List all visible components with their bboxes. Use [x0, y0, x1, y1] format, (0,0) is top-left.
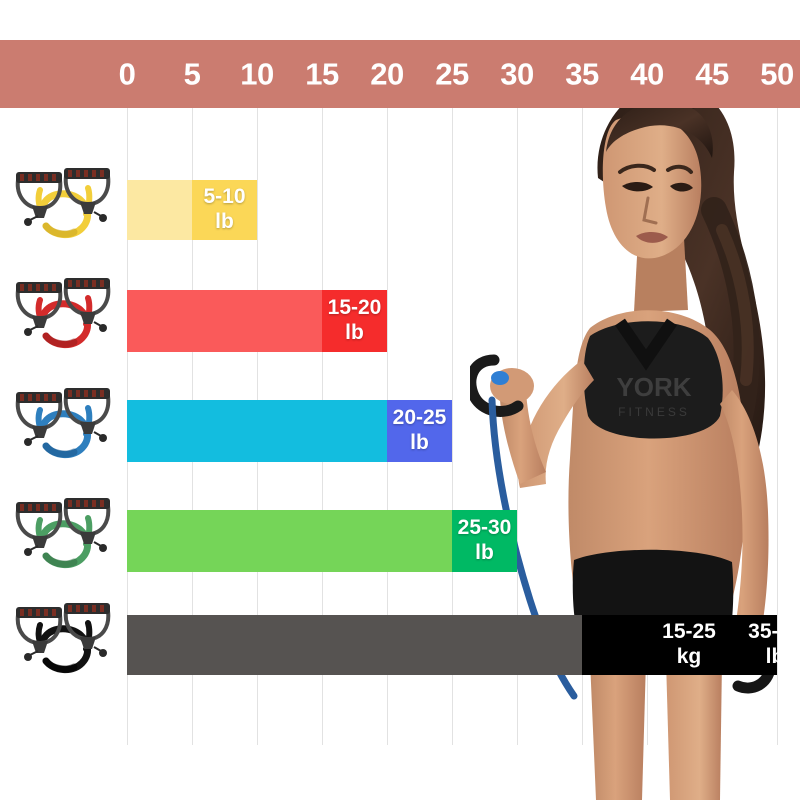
bar-blue[interactable]: 20-25 lb — [127, 400, 452, 462]
bar-label-black-lb: 35-50 lb — [732, 620, 800, 670]
resistance-band-red-icon — [8, 276, 120, 354]
resistance-band-blue-icon — [8, 386, 120, 464]
axis-tick-5: 5 — [183, 56, 201, 92]
bar-segment-base-red — [127, 290, 322, 352]
bar-segment-base-blue — [127, 400, 387, 462]
axis-tick-20: 20 — [370, 56, 404, 92]
bar-label-unit: kg — [676, 645, 702, 668]
bar-label-black-kg: 15-25 kg — [646, 620, 732, 670]
bar-label-value: 25-30 — [457, 516, 512, 540]
bar-label-unit: lb — [410, 431, 429, 454]
bar-label-value: 35-50 — [748, 620, 800, 644]
axis-tick-50: 50 — [760, 56, 794, 92]
axis-tick-0: 0 — [118, 56, 136, 92]
resistance-band-black-icon — [8, 601, 120, 679]
axis-tick-35: 35 — [565, 56, 599, 92]
bar-label-value: 5-10 — [203, 185, 246, 209]
bar-yellow[interactable]: 5-10 lb — [127, 180, 257, 240]
bar-segment-accent-yellow: 5-10 lb — [192, 180, 257, 240]
bar-green[interactable]: 25-30 lb — [127, 510, 517, 572]
gridline-25 — [452, 108, 453, 745]
scale-header-bar: 0 5 10 15 20 25 30 35 40 45 50 — [0, 40, 800, 108]
bar-label-unit: lb — [475, 541, 494, 564]
resistance-band-yellow-icon — [8, 166, 120, 244]
gridline-50 — [777, 108, 778, 745]
bar-segment-base-yellow — [127, 180, 192, 240]
bar-label-value: 20-25 — [392, 406, 447, 430]
axis-tick-45: 45 — [695, 56, 729, 92]
bar-label-value: 15-20 — [327, 296, 382, 320]
bar-segment-accent-green: 25-30 lb — [452, 510, 517, 572]
bar-label-value: 15-25 — [662, 620, 716, 644]
bar-segment-base-green — [127, 510, 452, 572]
axis-tick-40: 40 — [630, 56, 664, 92]
bar-black[interactable]: 15-25 kg 35-50 lb — [127, 615, 800, 675]
model-photo: YORK FITNESS — [470, 60, 800, 800]
bar-segment-accent-red: 15-20 lb — [322, 290, 387, 352]
bar-label-unit: lb — [215, 210, 234, 233]
axis-tick-15: 15 — [305, 56, 339, 92]
axis-tick-30: 30 — [500, 56, 534, 92]
axis-tick-10: 10 — [240, 56, 274, 92]
bar-segment-accent-blue: 20-25 lb — [387, 400, 452, 462]
apparel-brand-text: YORK — [616, 372, 691, 402]
bar-label-unit: lb — [765, 645, 785, 668]
bar-segment-base-black — [127, 615, 582, 675]
resistance-band-green-icon — [8, 496, 120, 574]
axis-tick-25: 25 — [435, 56, 469, 92]
bar-segment-accent-black: 15-25 kg 35-50 lb — [582, 615, 800, 675]
apparel-sub-text: FITNESS — [618, 405, 690, 419]
bar-label-unit: lb — [345, 321, 364, 344]
bar-red[interactable]: 15-20 lb — [127, 290, 387, 352]
